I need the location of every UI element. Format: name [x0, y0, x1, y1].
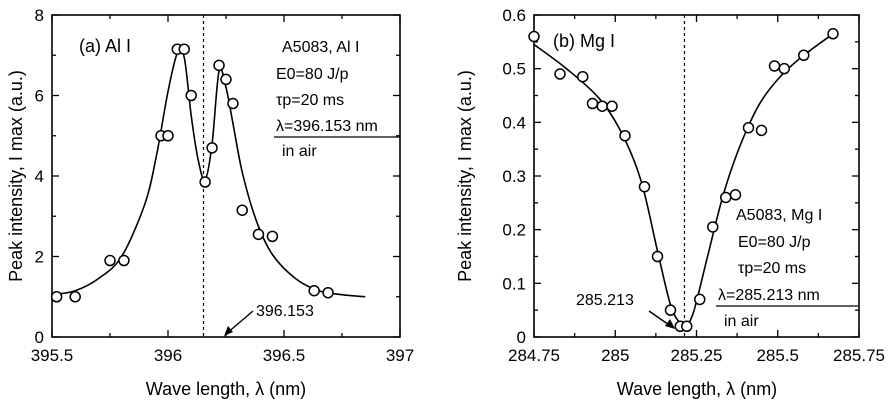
- panel-b-data-point: [827, 28, 839, 40]
- panel-b-y-tick-label: 0.4: [502, 113, 526, 132]
- panel-b-info-line2: E0=80 J/p: [738, 234, 811, 251]
- panel-b-data-point: [798, 49, 810, 61]
- panel-a-label: (a) Al I: [79, 36, 131, 56]
- panel-b-data-point: [778, 62, 790, 75]
- panel-a-data-point: [185, 89, 197, 102]
- panel-b-y-tick-label: 0.1: [502, 274, 526, 293]
- panel-a-data-point: [220, 73, 232, 86]
- panel-b-x-tick-label: 285: [601, 346, 629, 365]
- panel-a-ticks: [51, 14, 401, 338]
- panel-b-arrow-head: [665, 319, 675, 329]
- panel-a-y-tick-labels: 0 2 4 6 8: [35, 6, 44, 347]
- panel-a-y-tick-label: 0: [35, 328, 44, 347]
- panel-a-info-line5: in air: [282, 143, 317, 160]
- panel-a-data-point: [266, 230, 279, 243]
- panel-a-fit-curve: [51, 48, 366, 298]
- panel-a-x-tick-labels: 395.5 396 396.5 397: [31, 346, 414, 365]
- panel-b-data-points: [528, 28, 839, 333]
- panel-b-y-tick-label: 0.6: [502, 6, 526, 25]
- panel-b-data-point: [651, 250, 664, 263]
- panel-a-data-point: [118, 254, 130, 267]
- panel-a-data-point: [162, 130, 174, 142]
- panel-a-x-axis-title: Wave length, λ (nm): [146, 379, 306, 399]
- panel-a-y-tick-label: 4: [35, 167, 44, 186]
- panel-b-data-point: [755, 124, 768, 137]
- panel-a-info-line1: A5083, Al I: [282, 39, 359, 56]
- panel-b-ticks: [533, 14, 860, 338]
- panel-b-y-tick-label: 0.2: [502, 221, 526, 240]
- panel-a-info-line3: τp=20 ms: [276, 92, 344, 109]
- panel-b-data-point: [596, 100, 608, 112]
- panel-a-arrow-head: [224, 326, 233, 336]
- panel-b-data-point: [694, 293, 706, 306]
- panel-b-data-point: [729, 189, 742, 201]
- panel-a-x-tick-label: 397: [386, 346, 414, 365]
- panel-b-data-point: [768, 60, 781, 72]
- panel-a-y-tick-label: 8: [35, 6, 44, 25]
- panel-b-data-point: [681, 320, 693, 333]
- panel-b-info-line1: A5083, Mg I: [736, 207, 822, 224]
- panel-b-reference-label: 285.213: [576, 292, 634, 309]
- panel-a-data-point: [206, 142, 218, 154]
- panel-a-reference-label: 396.153: [256, 303, 314, 320]
- panel-b-data-point: [619, 130, 631, 142]
- panel-a-data-points: [50, 43, 334, 303]
- panel-b-data-point: [664, 304, 677, 316]
- panel-b-data-point: [554, 68, 566, 80]
- panel-a-data-point: [308, 284, 320, 297]
- panel-b-data-point: [586, 97, 599, 110]
- panel-a-data-point: [236, 204, 248, 216]
- panel-b-x-tick-label: 285.75: [833, 346, 885, 365]
- panel-a-data-point: [227, 97, 239, 110]
- panel-b-data-point: [707, 221, 719, 233]
- panel-b-mg: 284.75 285 285.25 285.5 285.75 0 0.1 0.2 0.3 0.4…: [455, 6, 885, 399]
- panel-a-x-tick-label: 396: [154, 346, 182, 365]
- panel-b-x-axis-title: Wave length, λ (nm): [617, 379, 777, 399]
- panel-a-info-line4: λ=396.153 nm: [276, 118, 378, 135]
- panel-a-info-line2: E0=80 J/p: [276, 66, 349, 83]
- panel-a-al: 395.5 396 396.5 397 0 2 4 6 8 (a) Al I A5083, A…: [6, 6, 414, 399]
- panel-a-y-axis-title: Peak intensity, I max (a.u.): [6, 70, 26, 282]
- panel-b-data-point: [742, 121, 755, 134]
- panel-b-data-point: [638, 180, 651, 193]
- panel-b-label: (b) Mg I: [553, 31, 615, 51]
- panel-b-x-tick-labels: 284.75 285 285.25 285.5 285.75: [508, 346, 885, 365]
- panel-b-y-axis-title: Peak intensity, I max (a.u.): [455, 70, 475, 282]
- panel-b-x-tick-label: 284.75: [508, 346, 560, 365]
- panel-a-x-tick-label: 396.5: [263, 346, 306, 365]
- panel-a-data-point: [199, 176, 211, 188]
- panel-b-x-tick-label: 285.25: [671, 346, 723, 365]
- panel-b-x-tick-label: 285.5: [756, 346, 799, 365]
- panel-b-info-line3: τp=20 ms: [738, 260, 806, 277]
- panel-b-data-point: [577, 70, 589, 83]
- panel-a-data-point: [104, 254, 116, 267]
- panel-b-y-tick-labels: 0 0.1 0.2 0.3 0.4 0.5 0.6: [502, 6, 526, 347]
- panel-b-data-point: [528, 30, 540, 43]
- panel-b-data-point: [606, 100, 618, 112]
- panel-a-data-point: [178, 43, 190, 55]
- panel-a-data-point: [252, 228, 265, 241]
- panel-b-info-line5: in air: [724, 313, 759, 330]
- panel-a-data-point: [50, 291, 63, 303]
- panel-a-data-point: [322, 286, 334, 299]
- panel-a-x-tick-label: 395.5: [31, 346, 74, 365]
- panel-b-y-tick-label: 0: [517, 328, 526, 347]
- panel-b-info-line4: λ=285.213 nm: [718, 287, 820, 304]
- panel-a-data-point: [213, 59, 225, 72]
- panel-a-frame: [51, 14, 401, 338]
- panel-a-y-tick-label: 6: [35, 87, 44, 106]
- panel-b-data-point: [720, 191, 732, 204]
- panel-b-y-tick-label: 0.5: [502, 60, 526, 79]
- panel-a-y-tick-label: 2: [35, 248, 44, 267]
- panel-a-data-point: [69, 291, 81, 303]
- panel-b-y-tick-label: 0.3: [502, 167, 526, 186]
